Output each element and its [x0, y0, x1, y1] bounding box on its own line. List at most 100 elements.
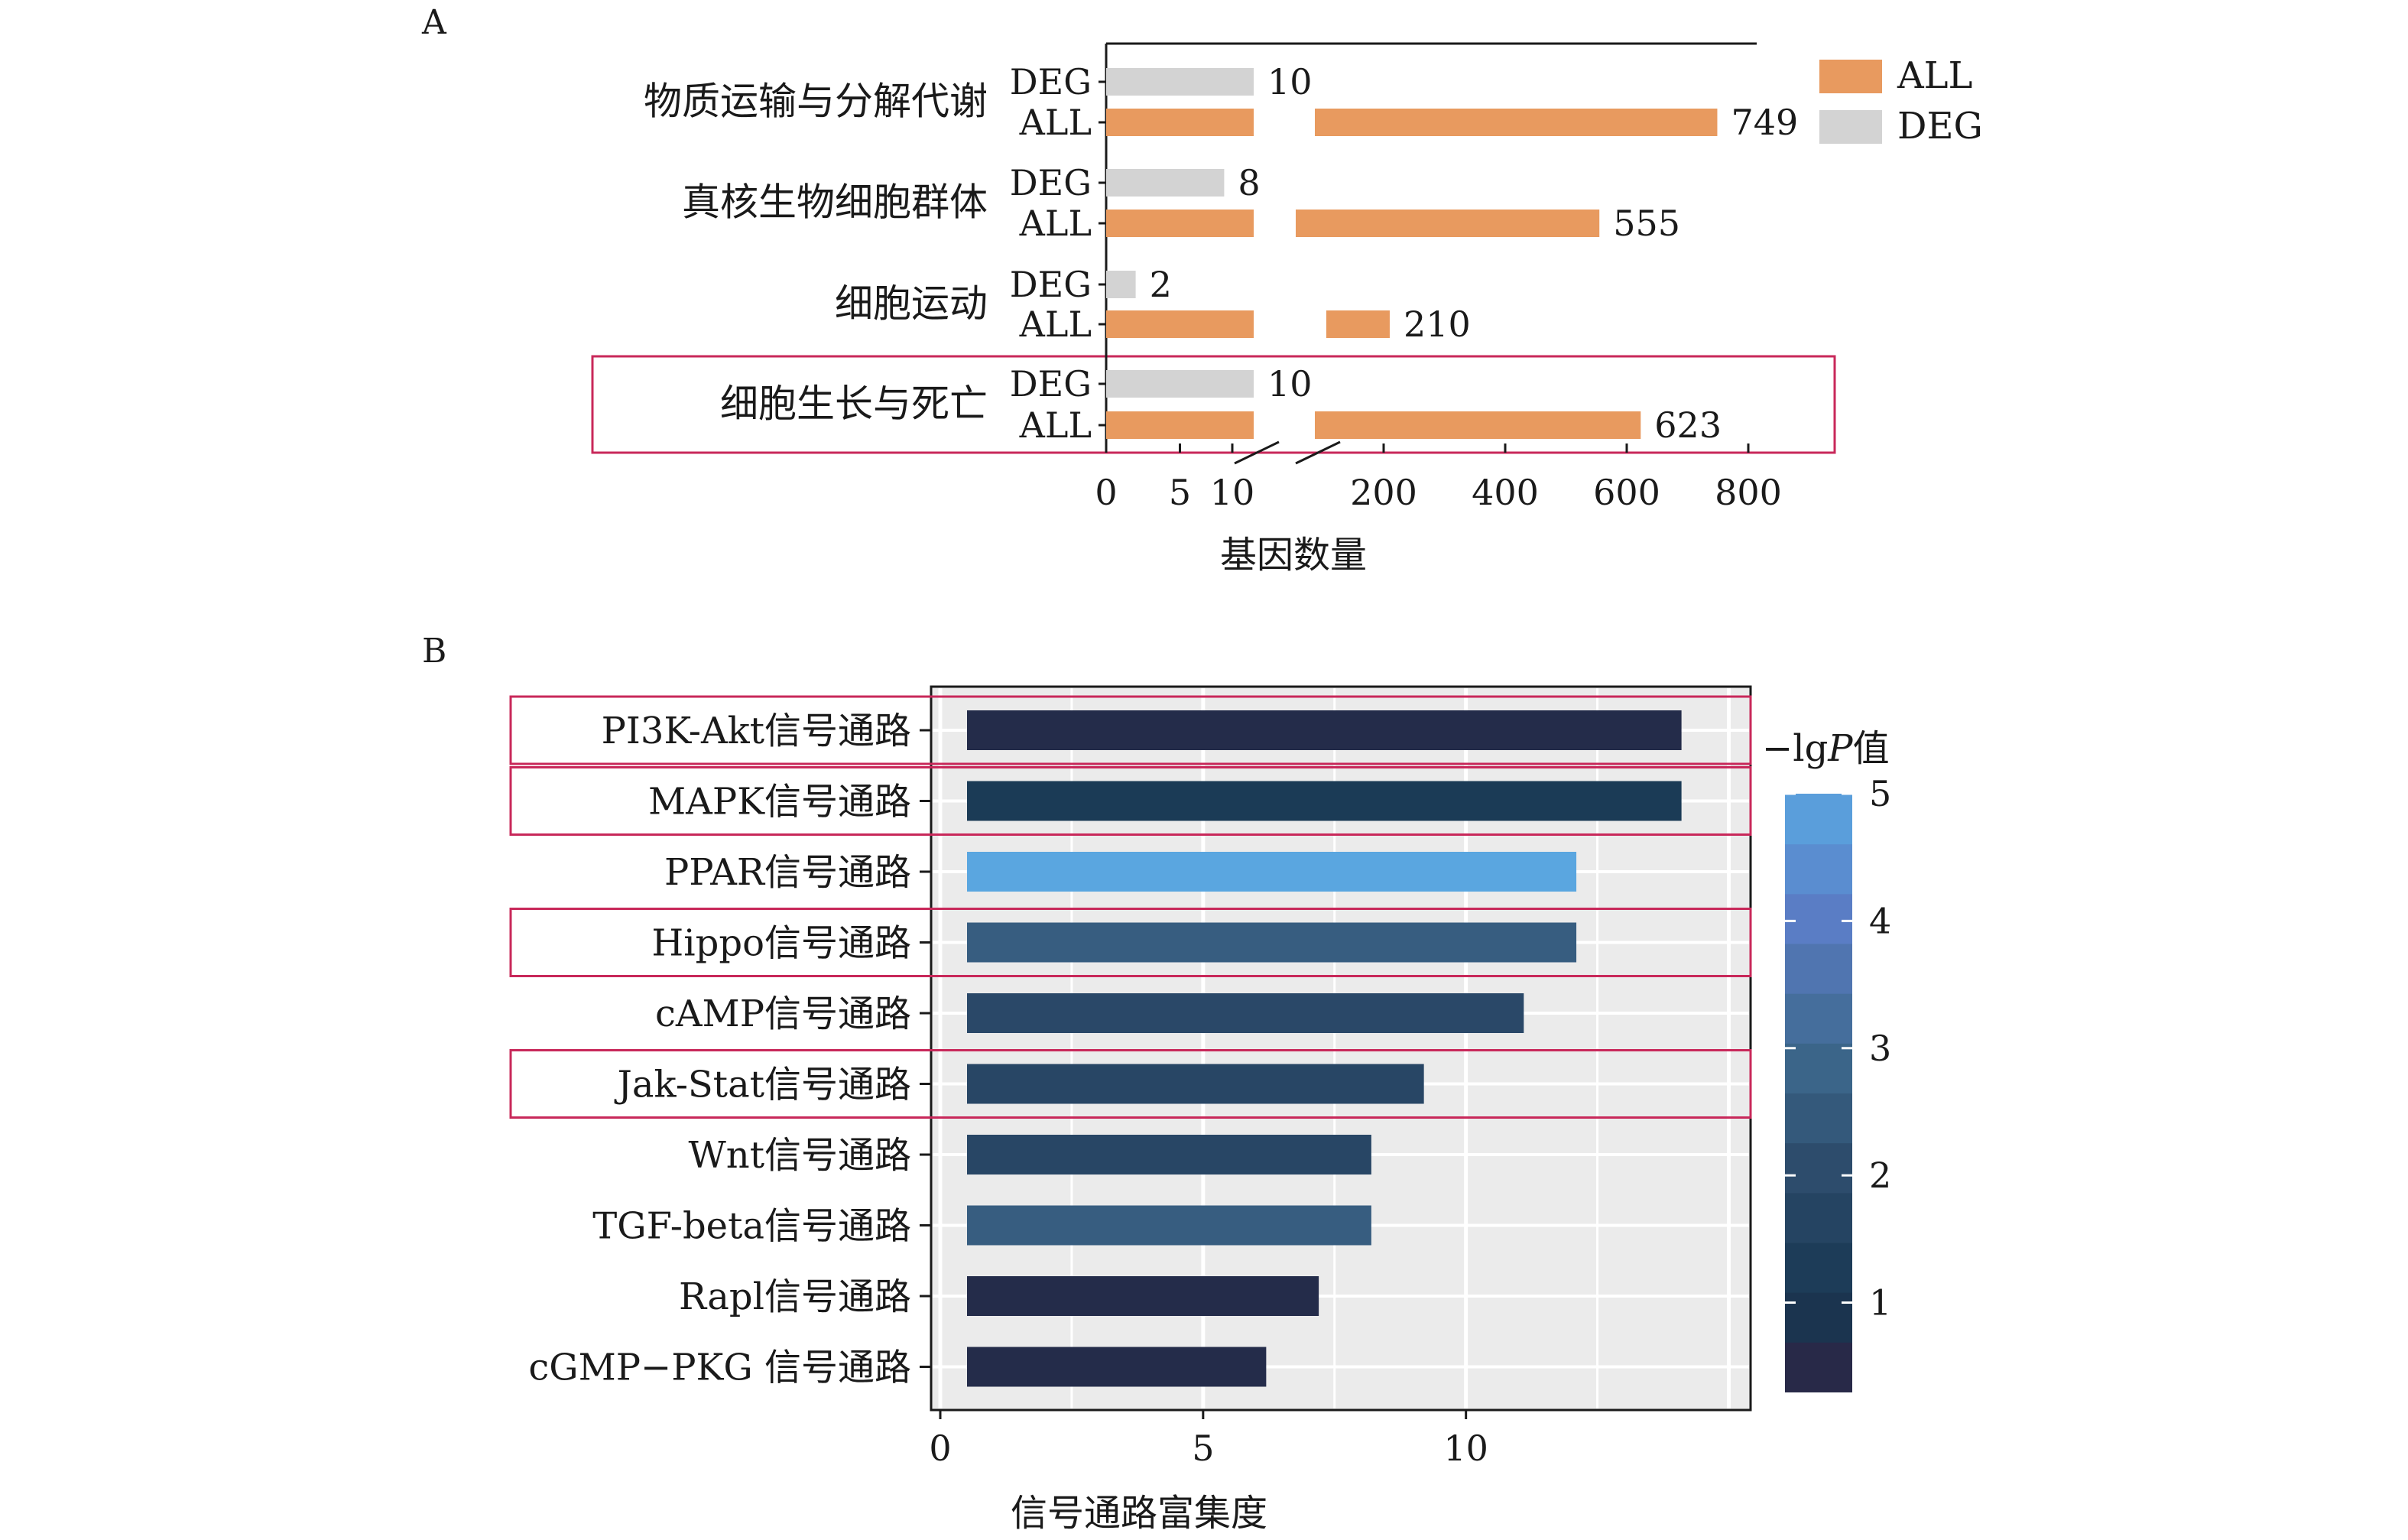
x-tick-label: 5	[1169, 472, 1191, 513]
all-bar-low	[1106, 210, 1254, 237]
colorbar-segment	[1785, 1341, 1852, 1392]
pathway-label: PI3K-Akt信号通路	[602, 710, 911, 752]
legend-swatch	[1819, 110, 1882, 144]
pathway-label: MAPK信号通路	[648, 781, 911, 824]
colorbar-segment	[1785, 794, 1852, 845]
category-label: 细胞生长与死亡	[720, 382, 988, 426]
all-bar-high	[1315, 109, 1718, 136]
highlight-box	[591, 355, 1836, 454]
enrichment-bar	[967, 1347, 1267, 1387]
legend-swatch	[1819, 60, 1882, 93]
colorbar-segment	[1785, 1042, 1852, 1093]
all-value-label: 210	[1404, 304, 1471, 345]
legend-label: ALL	[1897, 54, 1972, 97]
colorbar-segment	[1785, 1142, 1852, 1194]
colorbar-title: −lgP值	[1762, 727, 1890, 770]
x-tick-label: 600	[1593, 472, 1660, 513]
all-row-label: ALL	[1019, 102, 1092, 143]
all-value-label: 749	[1731, 102, 1798, 143]
highlight-box	[509, 695, 1752, 765]
colorbar-tick-label: 4	[1869, 900, 1891, 941]
pathway-label: Hippo信号通路	[651, 922, 911, 965]
deg-value-label: 2	[1150, 264, 1172, 305]
x-tick-label: 200	[1350, 472, 1417, 513]
pathway-label: cGMP−PKG 信号通路	[528, 1347, 911, 1389]
x-tick-label: 10	[1443, 1428, 1488, 1469]
colorbar-tick-label: 3	[1869, 1028, 1891, 1069]
enrichment-bar	[967, 852, 1577, 892]
all-bar-low	[1106, 310, 1254, 338]
x-tick-label: 0	[929, 1428, 951, 1469]
colorbar-segment	[1785, 1093, 1852, 1144]
all-value-label: 623	[1654, 404, 1722, 446]
x-axis-title: 基因数量	[1220, 534, 1367, 577]
pathway-label: Rapl信号通路	[679, 1275, 911, 1318]
x-tick-label: 5	[1192, 1428, 1214, 1469]
category-label: 细胞运动	[835, 281, 988, 326]
enrichment-bar	[967, 993, 1524, 1033]
enrichment-bar	[967, 922, 1577, 963]
panel-b: B PI3K-Akt信号通路 MAPK信号通路 PPAR信号通路 Hippo信号通路 c…	[422, 632, 1891, 1535]
x-tick-label: 0	[1095, 472, 1117, 513]
deg-value-label: 8	[1238, 162, 1260, 203]
all-bar-high	[1326, 310, 1390, 338]
deg-value-label: 10	[1267, 363, 1313, 404]
pathway-label: PPAR信号通路	[664, 851, 911, 894]
colorbar-segment	[1785, 1291, 1852, 1343]
deg-bar	[1106, 271, 1136, 298]
category-label: 物质运输与分解代谢	[644, 80, 988, 124]
enrichment-bar	[967, 1205, 1371, 1246]
pathway-label: cAMP信号通路	[655, 993, 911, 1035]
axis-break-marks	[1234, 440, 1341, 465]
colorbar-tick-label: 1	[1869, 1282, 1891, 1324]
legend: ALL DEG	[1819, 54, 1983, 148]
x-tick-label: 800	[1715, 472, 1782, 513]
colorbar-title-italic: P	[1827, 727, 1853, 770]
all-row-label: ALL	[1019, 203, 1092, 244]
pathway-label: Wnt信号通路	[688, 1134, 911, 1177]
pathway-label: Jak-Stat信号通路	[614, 1064, 911, 1106]
deg-value-label: 10	[1267, 61, 1313, 102]
colorbar-segment	[1785, 1192, 1852, 1243]
enrichment-bar	[967, 781, 1682, 821]
deg-bar	[1106, 68, 1254, 96]
colorbar-title-suffix: 值	[1853, 727, 1890, 770]
x-tick-label: 10	[1210, 472, 1255, 513]
all-bar-low	[1106, 411, 1254, 439]
all-bar-low	[1106, 109, 1254, 136]
deg-row-label: DEG	[1010, 264, 1092, 305]
all-row-label: ALL	[1019, 404, 1092, 446]
highlight-box	[509, 1049, 1752, 1119]
deg-row-label: DEG	[1010, 162, 1092, 203]
value-labels: 10 749 8 555 2 210 10 623	[1150, 61, 1799, 446]
deg-bar	[1106, 370, 1254, 398]
all-bar-high	[1315, 411, 1641, 439]
colorbar-title-prefix: −lg	[1762, 727, 1828, 770]
enrichment-bar	[967, 1135, 1371, 1174]
panel-label-a: A	[421, 3, 447, 42]
all-value-label: 555	[1613, 203, 1680, 244]
enrichment-bar	[967, 1276, 1319, 1316]
colorbar-segment	[1785, 893, 1852, 944]
deg-bar	[1106, 169, 1225, 197]
bars	[967, 710, 1682, 1387]
panel-label-b: B	[422, 632, 446, 671]
deg-row-label: DEG	[1010, 363, 1092, 404]
enrichment-bar	[967, 710, 1682, 750]
all-bar-high	[1296, 210, 1600, 237]
pathway-label: TGF-beta信号通路	[592, 1205, 911, 1248]
x-ticks: 0 5 10 200 400 600 800	[1095, 443, 1782, 513]
bars	[1106, 68, 1718, 439]
deg-row-label: DEG	[1010, 61, 1092, 102]
highlight-box	[591, 355, 1836, 454]
colorbar-segment	[1785, 943, 1852, 994]
x-axis-title: 信号通路富集度	[1011, 1492, 1267, 1535]
highlight-boxes	[509, 695, 1752, 1119]
highlight-box	[509, 766, 1752, 836]
colorbar-tick-label: 2	[1869, 1155, 1891, 1196]
